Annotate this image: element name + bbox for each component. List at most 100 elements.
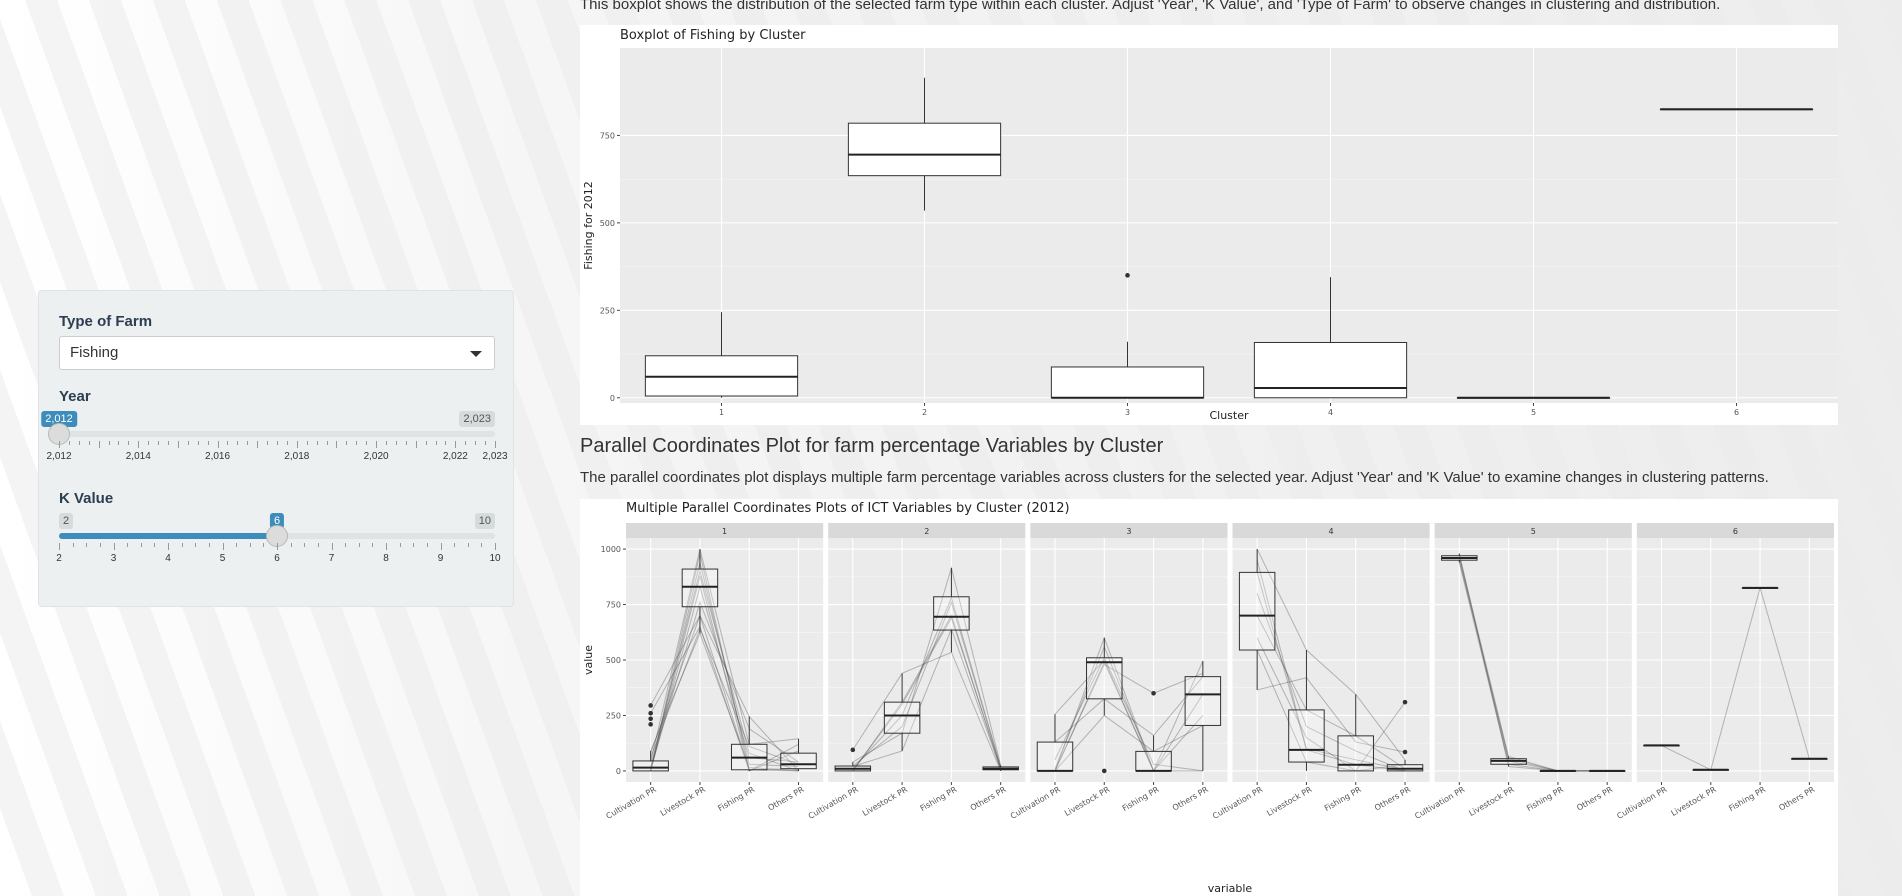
year-tick-mark (326, 441, 328, 445)
cluster-3-observation-line (1054, 663, 1204, 772)
facet-strip (1636, 523, 1834, 538)
x-tick-label: Others PR (1777, 785, 1816, 813)
year-tick-mark (177, 441, 179, 448)
year-tick-mark (445, 441, 447, 445)
intro-text: This boxplot shows the distribution of t… (580, 0, 1721, 13)
k-tick-mark (277, 543, 278, 550)
year-track[interactable] (59, 431, 495, 437)
year-tick-mark (59, 441, 60, 448)
cluster-2-fishing-pr-box (933, 596, 970, 631)
year-tick-mark (197, 441, 199, 445)
year-slider[interactable]: 2,012 2,023 2,012 2,014 2,016 2,018 2,020 2,0… (39, 411, 515, 471)
k-tick-mark (399, 543, 401, 547)
year-tick-mark (138, 441, 140, 448)
cluster-1-others-pr-box (780, 752, 817, 770)
year-tick-mark (168, 441, 169, 445)
farm-type-select[interactable]: Fishing (59, 336, 495, 370)
cluster-1-cultivation-pr-outlier (648, 722, 653, 727)
k-tick-mark (413, 543, 415, 547)
x-tick-label: Fishing PR (1727, 785, 1767, 813)
x-tick-label: Others PR (1575, 785, 1614, 813)
k-tick-mark (140, 543, 142, 547)
cluster-1-observation-line (650, 627, 799, 765)
cluster-1-observation-line (650, 553, 799, 771)
year-tick-mark (336, 441, 338, 448)
cluster-5-observation-line (1458, 560, 1608, 772)
parallel-coordinates-chart: Multiple Parallel Coordinates Plots of I… (582, 501, 1834, 895)
cluster-3-fishing-pr-box (1135, 750, 1172, 772)
cluster-4-box-group (1238, 549, 1276, 690)
k-tick-mark (59, 543, 60, 550)
cluster-5-observation-line (1458, 553, 1608, 772)
year-max-badge: 2,023 (459, 411, 495, 427)
x-tick-label: 1 (719, 408, 724, 417)
facet-label: 5 (1531, 527, 1536, 536)
k-tick-mark (195, 543, 197, 547)
cluster-4-cultivation-pr-box (1238, 571, 1276, 651)
facet-label: 2 (924, 527, 929, 536)
cluster-3-box-group (1036, 714, 1074, 772)
facet-strip (626, 523, 824, 538)
cluster-2-observation-line (852, 614, 1002, 772)
k-tick-mark (426, 543, 428, 547)
k-tick-mark (222, 543, 224, 550)
cluster-4-box (1253, 341, 1408, 399)
cluster-3-observation-line (1054, 645, 1203, 772)
k-tick-mark (331, 543, 333, 550)
x-tick-label: Others PR (1373, 785, 1412, 813)
cluster-1-observation-line (650, 575, 799, 772)
x-tick-label: Livestock PR (1063, 785, 1112, 818)
cluster-1-cultivation-pr-outlier (648, 710, 653, 716)
x-tick-label: Others PR (969, 785, 1008, 813)
k-fill (59, 533, 277, 539)
k-tick-mark (290, 543, 292, 547)
k-tick-label: 10 (489, 553, 501, 564)
k-tick-label: 3 (110, 553, 117, 564)
k-tick-label: 7 (328, 553, 335, 564)
k-tick-mark (454, 543, 456, 547)
cluster-3-box-group (1135, 690, 1172, 772)
k-tick-mark (467, 543, 469, 547)
section2-heading: Parallel Coordinates Plot for farm perce… (580, 435, 1164, 457)
y-axis-label: Fishing for 2012 (582, 181, 595, 269)
x-tick-label: 4 (1328, 408, 1333, 417)
year-tick-mark (395, 441, 397, 445)
cluster-1-observation-line (650, 569, 799, 772)
cluster-3-observation-line (1054, 656, 1203, 772)
cluster-2-box (847, 122, 1002, 177)
y-tick-label: 0 (610, 394, 615, 403)
x-tick-label: Others PR (767, 785, 806, 813)
x-tick-label: Cultivation PR (807, 785, 860, 821)
year-tick-mark (485, 441, 487, 445)
facet-label: 4 (1329, 527, 1334, 536)
year-tick-mark (415, 441, 417, 448)
cluster-2-observation-line (852, 651, 1002, 772)
cluster-1-cultivation-pr-outlier (648, 716, 653, 722)
boxplot-chart: Boxplot of Fishing by Cluster 0 250 500 750 1… (582, 28, 1838, 422)
cluster-4-box-group (1386, 699, 1424, 772)
chart-title: Boxplot of Fishing by Cluster (620, 28, 806, 43)
cluster-4-livestock-pr-box (1288, 709, 1325, 763)
x-tick-label: Others PR (1171, 785, 1210, 813)
year-tick-mark (128, 441, 130, 445)
x-tick-label: 3 (1125, 408, 1130, 417)
cluster-2-observation-line (852, 566, 1002, 766)
year-tick-mark (98, 441, 100, 448)
farm-type-label: Type of Farm (59, 313, 153, 330)
cluster-3-observation-line (1054, 676, 1204, 743)
cluster-4-box-group (1288, 650, 1325, 771)
x-tick-label: Livestock PR (861, 785, 910, 818)
k-tick-mark (317, 543, 319, 547)
year-tick-mark (306, 441, 308, 445)
x-tick-label: Fishing PR (1323, 785, 1363, 813)
k-tick-mark (181, 543, 183, 547)
year-tick-label: 2,020 (363, 451, 389, 462)
x-tick-label: 6 (1734, 408, 1739, 417)
x-axis-label: variable (1208, 882, 1253, 895)
cluster-1-cultivation-pr-box (632, 760, 669, 772)
x-tick-label: Fishing PR (1525, 785, 1565, 813)
k-value-slider[interactable]: 2 6 10 2 3 4 5 6 7 8 9 10 (39, 513, 515, 573)
cluster-4-others-pr-outlier (1402, 699, 1408, 705)
cluster-1-box-group (681, 549, 719, 634)
y-tick-label: 1000 (601, 545, 621, 554)
